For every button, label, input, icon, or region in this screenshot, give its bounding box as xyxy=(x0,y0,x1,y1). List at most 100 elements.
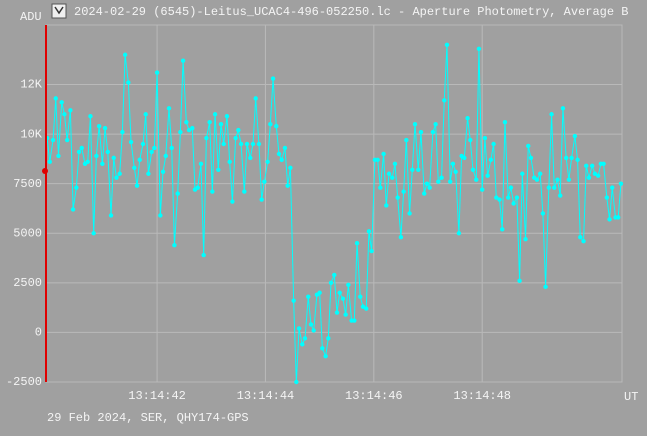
app-icon-glyph xyxy=(54,6,64,15)
data-point xyxy=(233,135,238,141)
data-point xyxy=(448,179,453,184)
data-point xyxy=(91,231,96,236)
data-point xyxy=(122,52,128,57)
data-point xyxy=(190,125,195,131)
data-point xyxy=(132,165,137,170)
data-point xyxy=(184,119,189,125)
data-point xyxy=(581,238,586,244)
data-point xyxy=(470,167,476,172)
data-point xyxy=(218,121,224,127)
data-point xyxy=(589,163,595,169)
data-point xyxy=(555,177,560,182)
data-point xyxy=(248,155,253,161)
data-point xyxy=(546,185,552,190)
data-point xyxy=(160,169,166,174)
data-point xyxy=(601,161,606,167)
data-point xyxy=(166,106,172,111)
data-point xyxy=(485,173,490,178)
data-point xyxy=(592,171,598,176)
data-point xyxy=(386,171,392,176)
data-point xyxy=(288,165,293,170)
x-tick-label: 13:14:42 xyxy=(128,389,186,403)
data-point xyxy=(152,145,157,151)
data-point xyxy=(450,161,456,167)
data-point xyxy=(47,159,52,165)
data-point xyxy=(381,151,386,157)
y-tick-label: 2500 xyxy=(13,276,42,290)
data-point xyxy=(465,116,470,121)
data-point xyxy=(79,145,84,151)
data-point xyxy=(276,151,282,157)
data-point xyxy=(407,211,412,216)
data-point xyxy=(212,112,218,117)
data-point xyxy=(285,183,290,188)
data-point xyxy=(265,159,270,165)
data-point xyxy=(558,193,563,198)
data-point xyxy=(143,112,148,117)
data-point xyxy=(210,189,215,194)
data-point xyxy=(366,229,372,234)
data-point xyxy=(198,161,204,167)
data-point xyxy=(300,342,305,347)
data-point xyxy=(154,70,160,75)
data-point xyxy=(282,145,288,151)
data-point xyxy=(610,185,615,190)
data-point xyxy=(482,135,488,141)
data-point xyxy=(250,141,256,147)
data-point xyxy=(204,135,209,141)
data-point xyxy=(543,284,548,289)
data-point xyxy=(270,76,276,81)
data-point xyxy=(444,42,450,48)
data-point xyxy=(128,139,134,145)
data-point xyxy=(468,137,473,143)
data-point xyxy=(244,141,250,147)
footer: 29 Feb 2024, SER, QHY174-GPS xyxy=(47,411,249,425)
data-point xyxy=(306,294,311,299)
data-point xyxy=(523,237,528,242)
data-point xyxy=(506,195,511,200)
y-tick-label: 0 xyxy=(35,326,42,340)
data-point xyxy=(584,163,589,169)
data-point xyxy=(126,80,131,85)
data-point xyxy=(369,248,374,254)
data-point xyxy=(279,157,284,163)
data-point xyxy=(224,114,230,119)
data-point xyxy=(149,149,154,155)
data-point xyxy=(221,141,226,147)
data-point xyxy=(401,189,406,194)
data-point xyxy=(96,123,102,129)
data-point xyxy=(68,108,73,113)
y-tick-label: 12K xyxy=(20,78,42,92)
data-point xyxy=(238,141,244,147)
y-tick-label: 10K xyxy=(20,127,42,141)
data-point xyxy=(137,157,142,163)
data-point xyxy=(500,227,505,232)
data-point xyxy=(332,272,337,278)
data-point xyxy=(528,155,534,161)
data-point xyxy=(236,127,241,133)
data-point xyxy=(207,119,212,125)
data-point xyxy=(549,112,554,117)
data-point xyxy=(358,294,363,299)
data-point xyxy=(412,121,418,127)
data-point xyxy=(334,310,340,315)
data-point xyxy=(433,121,438,127)
data-point xyxy=(360,304,366,309)
data-point xyxy=(404,137,409,143)
data-point xyxy=(320,346,325,351)
data-point xyxy=(430,129,436,135)
data-point xyxy=(526,143,531,149)
data-point xyxy=(100,161,105,167)
data-point xyxy=(595,173,601,178)
data-point xyxy=(53,96,58,101)
data-point xyxy=(178,129,183,135)
data-point xyxy=(364,306,369,311)
data-point xyxy=(230,199,235,204)
y-axis-label: ADU xyxy=(20,10,42,24)
data-point xyxy=(537,171,543,176)
data-point xyxy=(343,312,348,317)
data-point xyxy=(395,195,400,200)
data-point xyxy=(439,175,444,180)
data-point xyxy=(175,191,180,196)
